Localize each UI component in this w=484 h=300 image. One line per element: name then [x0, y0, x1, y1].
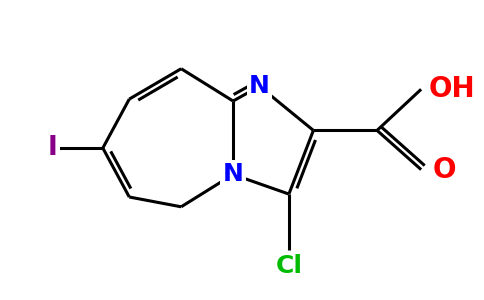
Text: N: N	[223, 163, 243, 187]
Text: I: I	[48, 135, 58, 161]
Text: O: O	[433, 156, 456, 184]
Text: OH: OH	[429, 75, 476, 103]
Text: N: N	[249, 74, 270, 98]
Text: Cl: Cl	[275, 254, 302, 278]
